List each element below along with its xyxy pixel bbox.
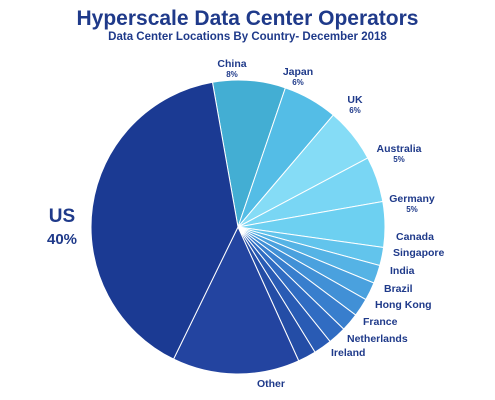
slice-label-canada: Canada <box>396 231 434 243</box>
slice-label-australia: Australia <box>377 143 422 155</box>
slice-label-japan: Japan <box>283 66 313 78</box>
pie-slice-us <box>90 81 239 360</box>
slice-label-netherlands: Netherlands <box>347 333 408 345</box>
slice-value-china: 8% <box>226 70 238 79</box>
slice-value-us: 40% <box>47 231 77 248</box>
slice-label-ireland: Ireland <box>331 347 365 359</box>
slice-label-brazil: Brazil <box>384 283 413 295</box>
slice-label-france: France <box>363 316 398 328</box>
slice-label-uk: UK <box>347 94 363 106</box>
slice-label-germany: Germany <box>389 193 435 205</box>
slice-label-china: China <box>217 58 246 70</box>
slice-value-uk: 6% <box>349 106 361 115</box>
pie-slice-other <box>172 225 300 375</box>
slice-value-japan: 6% <box>292 78 304 87</box>
slice-label-us: US <box>49 206 75 227</box>
slice-label-singapore: Singapore <box>393 247 445 259</box>
slice-value-australia: 5% <box>393 155 405 164</box>
slice-label-india: India <box>390 265 415 277</box>
chart-subtitle: Data Center Locations By Country- Decemb… <box>108 31 387 43</box>
slice-value-germany: 5% <box>406 205 418 214</box>
slice-label-other: Other <box>257 378 285 390</box>
chart-title: Hyperscale Data Center Operators <box>76 7 419 30</box>
slice-label-hong-kong: Hong Kong <box>375 299 432 311</box>
